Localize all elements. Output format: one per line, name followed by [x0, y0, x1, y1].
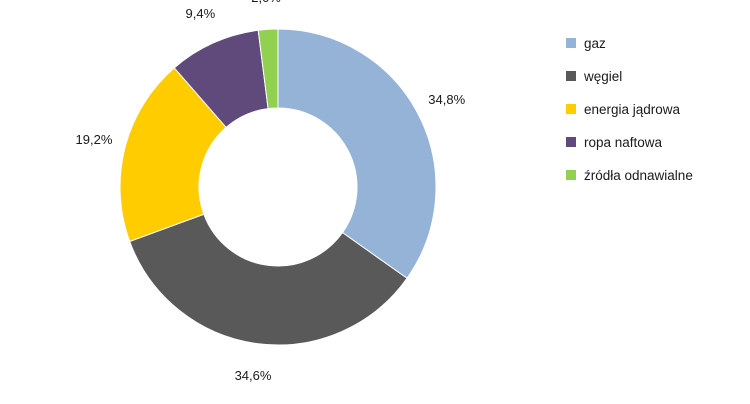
legend-swatch: [566, 71, 576, 81]
data-label-gaz: 34,8%: [428, 92, 465, 107]
legend-item-energia-jadrowa: energia jądrowa: [566, 98, 693, 120]
slice-wegiel: [129, 213, 408, 346]
legend-item-gaz: gaz: [566, 32, 693, 54]
data-labels: 34,8% 34,6% 19,2% 9,4% 2,0%: [76, 0, 466, 383]
legend-item-ropa-naftowa: ropa naftowa: [566, 131, 693, 153]
legend-label: źródła odnawialne: [584, 167, 693, 183]
legend-swatch: [566, 170, 576, 180]
chart-legend: gaz węgiel energia jądrowa ropa naftowa źród…: [566, 32, 693, 197]
legend-label: gaz: [584, 35, 606, 51]
legend-label: węgiel: [584, 68, 623, 84]
data-label-wegiel: 34,6%: [235, 368, 272, 383]
legend-item-zrodla-odnawialne: źródła odnawialne: [566, 164, 693, 186]
slice-zrodla-odnawialne: [257, 28, 279, 110]
legend-swatch: [566, 137, 576, 147]
data-label-energia-jadrowa: 19,2%: [76, 132, 113, 147]
legend-swatch: [566, 38, 576, 48]
data-label-ropa-naftowa: 9,4%: [186, 6, 216, 21]
donut-slices: [119, 28, 437, 346]
legend-item-wegiel: węgiel: [566, 65, 693, 87]
slice-gaz: [277, 28, 437, 279]
legend-label: energia jądrowa: [584, 101, 681, 117]
slice-energia-jadrowa: [119, 67, 227, 243]
data-label-zrodla-odnawialne: 2,0%: [251, 0, 281, 5]
legend-label: ropa naftowa: [584, 134, 663, 150]
legend-swatch: [566, 104, 576, 114]
